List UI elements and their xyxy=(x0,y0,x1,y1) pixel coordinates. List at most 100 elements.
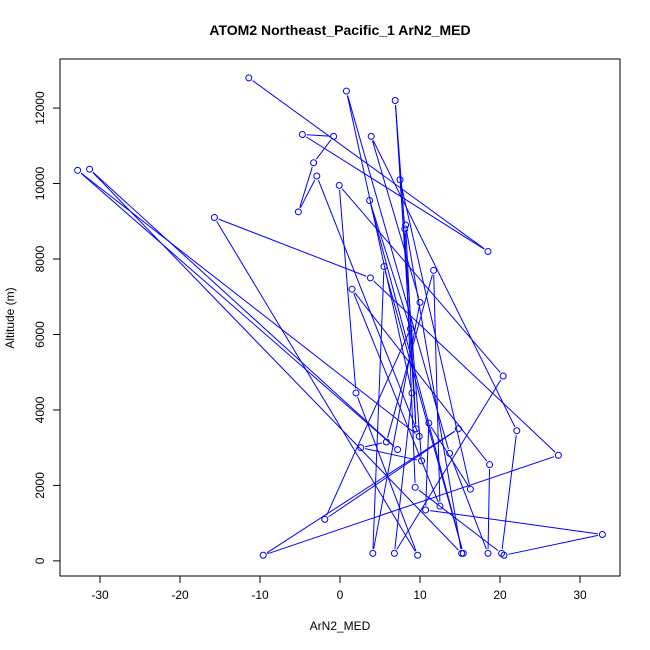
data-point xyxy=(412,425,420,433)
data-point xyxy=(418,457,426,465)
series-segment xyxy=(370,204,463,550)
series-segment xyxy=(353,293,439,503)
data-point xyxy=(330,132,338,140)
series-segment xyxy=(92,172,459,551)
series-segment xyxy=(400,184,470,485)
series-segment xyxy=(501,435,517,549)
series-segment xyxy=(399,184,422,457)
data-point xyxy=(414,551,422,559)
data-point xyxy=(430,266,438,274)
series-segment xyxy=(429,510,599,535)
data-point xyxy=(391,97,399,105)
series-segment xyxy=(384,270,463,550)
series-segment xyxy=(80,172,416,435)
series-segment xyxy=(395,104,405,225)
data-point xyxy=(598,530,606,538)
y-tick-label: 2000 xyxy=(33,472,47,499)
data-point xyxy=(500,551,508,559)
data-point xyxy=(422,506,430,514)
series-segment xyxy=(365,442,383,448)
series-segment xyxy=(300,179,316,209)
data-point xyxy=(367,132,375,140)
series-segment xyxy=(346,95,412,389)
series-segment xyxy=(252,80,485,250)
series-segment xyxy=(372,140,516,427)
series-segment xyxy=(354,292,488,462)
series-group xyxy=(74,74,606,559)
data-point xyxy=(499,372,507,380)
data-point xyxy=(342,87,350,95)
data-point xyxy=(86,165,94,173)
data-point xyxy=(513,427,521,435)
y-tick-label: 10000 xyxy=(33,167,47,201)
series-segment xyxy=(508,534,599,555)
data-point xyxy=(436,502,444,510)
y-axis: 0 2000 4000 6000 8000 10000 12000 xyxy=(33,91,60,564)
series-segment xyxy=(315,139,332,160)
x-tick-label: 30 xyxy=(573,588,587,602)
data-point xyxy=(259,551,267,559)
data-point xyxy=(484,247,492,255)
series-segment xyxy=(387,274,433,438)
series-segment xyxy=(218,218,367,277)
x-tick-label: -20 xyxy=(171,588,189,602)
series-segment xyxy=(373,280,556,453)
series-segment xyxy=(266,430,455,554)
data-point xyxy=(394,446,402,454)
data-point xyxy=(382,438,390,446)
x-tick-label: 10 xyxy=(413,588,427,602)
data-point xyxy=(484,549,492,557)
data-point xyxy=(486,461,494,469)
data-point xyxy=(459,549,467,557)
data-point xyxy=(335,181,343,189)
data-point xyxy=(74,166,82,174)
data-point xyxy=(408,389,416,397)
y-tick-label: 6000 xyxy=(33,321,47,348)
series-segment xyxy=(339,189,357,389)
series-segment xyxy=(299,166,313,208)
y-tick-label: 12000 xyxy=(33,91,47,125)
series-segment xyxy=(433,274,441,502)
data-point xyxy=(348,285,356,293)
series-segment xyxy=(394,104,417,425)
data-point xyxy=(352,389,360,397)
data-point xyxy=(406,325,414,333)
series-segment xyxy=(306,134,330,137)
y-axis-label: Altitude (m) xyxy=(3,287,17,348)
series-segment xyxy=(328,430,455,518)
data-point xyxy=(425,419,433,427)
x-axis: -30 -20 -10 0 10 20 30 xyxy=(91,576,587,602)
data-point xyxy=(402,221,410,229)
data-point xyxy=(366,274,374,282)
data-point xyxy=(446,449,454,457)
data-point xyxy=(313,172,321,180)
data-point xyxy=(396,176,404,184)
series-segment xyxy=(216,221,416,552)
x-tick-label: -10 xyxy=(251,588,269,602)
x-axis-label: ArN2_MED xyxy=(310,619,371,633)
data-point xyxy=(357,444,365,452)
series-segment xyxy=(450,457,487,550)
data-point xyxy=(366,197,374,205)
data-point xyxy=(466,485,474,493)
series-segment xyxy=(341,188,501,373)
chart-title: ATOM2 Northeast_Pacific_1 ArN2_MED xyxy=(209,22,470,38)
series-segment xyxy=(487,469,491,549)
series-segment xyxy=(370,204,410,325)
series-segment xyxy=(267,456,555,555)
data-point xyxy=(369,549,377,557)
series-segment xyxy=(405,229,462,550)
data-point xyxy=(245,74,253,82)
data-point xyxy=(415,432,423,440)
series-segment xyxy=(92,171,395,447)
data-point xyxy=(401,225,409,233)
data-point xyxy=(321,515,329,523)
x-tick-label: 0 xyxy=(337,588,344,602)
series-segment xyxy=(394,397,413,549)
data-point xyxy=(416,298,424,306)
series-segment xyxy=(305,136,485,250)
data-point xyxy=(454,425,462,433)
y-tick-label: 0 xyxy=(33,557,47,564)
